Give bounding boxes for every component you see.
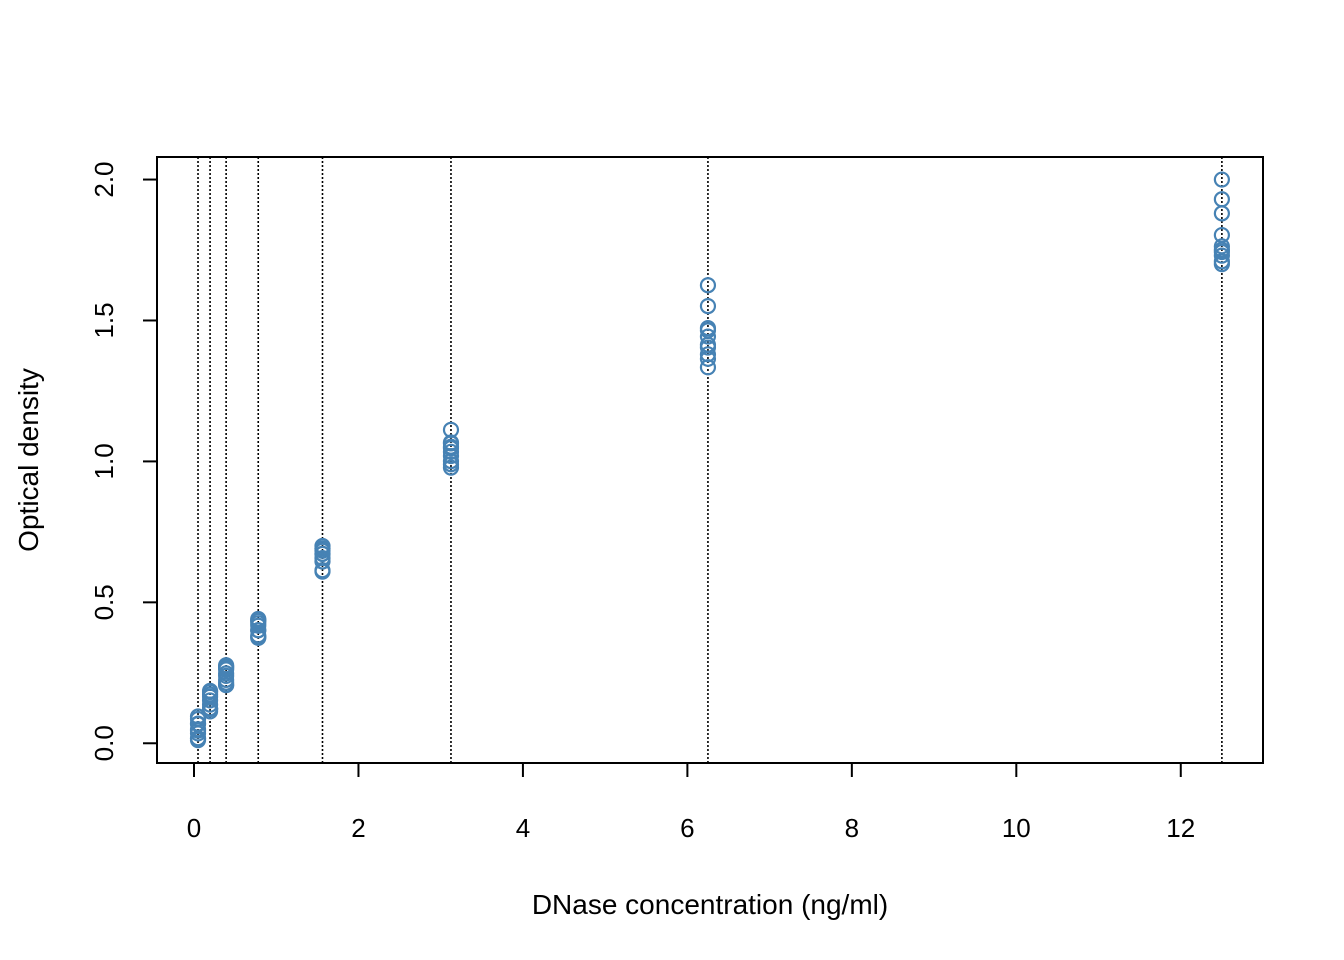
data-point [201,692,219,709]
data-point [1213,171,1230,188]
data-point [699,298,717,315]
data-point [201,682,219,699]
data-point [250,610,267,628]
data-point [699,319,717,337]
x-tick-label: 10 [1002,813,1031,843]
data-point [189,721,207,738]
y-tick-label: 0.0 [89,725,119,761]
data-point [314,545,331,562]
y-axis-label: Optical density [13,368,44,552]
data-point [314,540,331,557]
x-axis-label: DNase concentration (ng/ml) [532,889,888,920]
x-tick-label: 6 [680,813,694,843]
y-tick-label: 0.5 [89,584,119,620]
data-point [1213,243,1230,261]
data-point [442,434,460,451]
data-point [250,622,267,639]
data-point [189,716,207,733]
plot-frame [156,156,1264,764]
data-point [699,277,717,294]
y-tick-label: 1.5 [89,302,119,338]
data-point [1213,205,1230,222]
data-point [1213,238,1230,255]
x-tick-label: 0 [187,813,201,843]
x-tick-label: 8 [845,813,859,843]
data-point [189,708,207,725]
x-tick-label: 4 [516,813,530,843]
reference-lines [197,157,1223,763]
data-point [1213,256,1230,273]
data-point [189,732,207,749]
data-point [218,667,235,685]
data-point [699,328,717,345]
data-point [1213,226,1230,244]
y-tick-label: 1.0 [89,443,119,479]
data-point [699,346,717,363]
x-tick-label: 2 [351,813,365,843]
data-point [442,440,460,457]
data-point [218,659,235,676]
x-axis: 0 2 4 6 8 10 12 [187,762,1195,843]
y-axis: 0.0 0.5 1.0 1.5 2.0 [89,161,158,761]
data-point [442,456,460,473]
x-tick-label: 12 [1166,813,1195,843]
data-points [189,171,1230,749]
y-tick-label: 2.0 [89,161,119,197]
data-point [699,339,717,356]
data-point [218,676,235,694]
